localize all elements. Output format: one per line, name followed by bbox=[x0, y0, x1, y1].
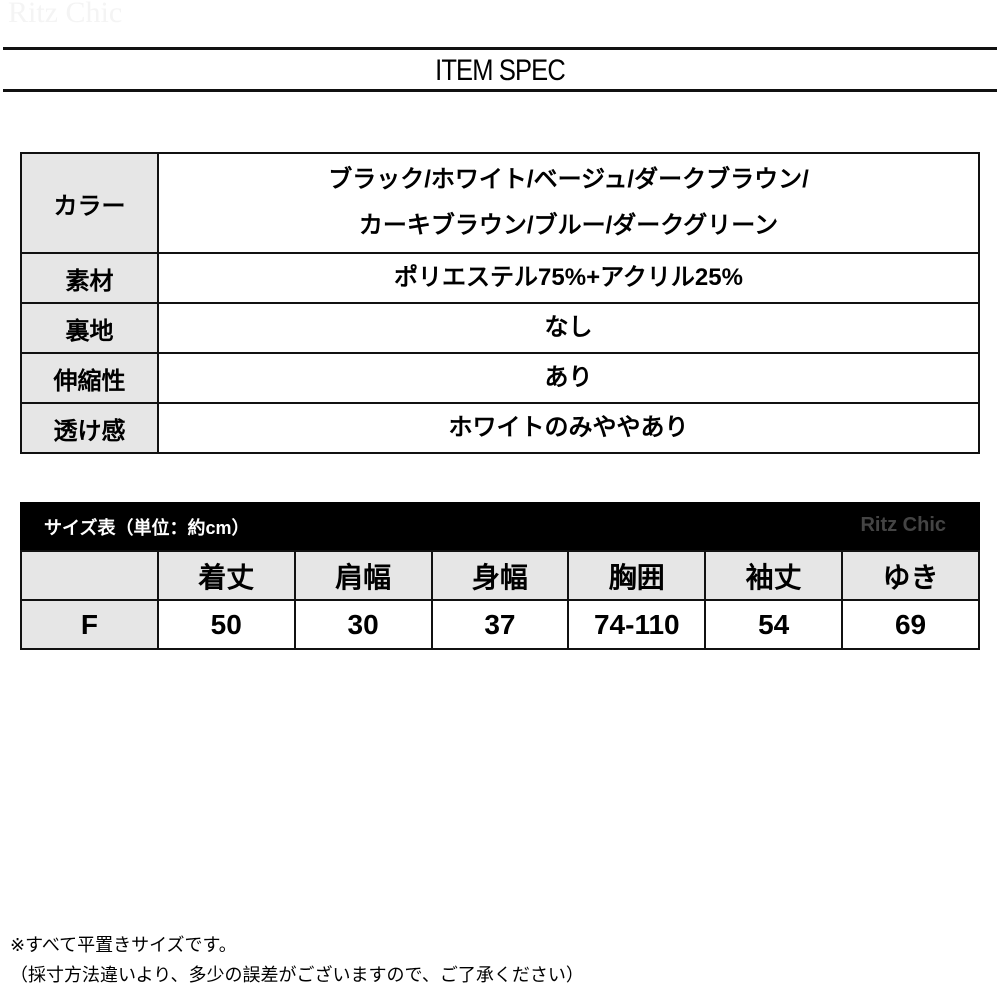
watermark: Ritz Chic bbox=[8, 0, 123, 29]
size-cell: 74-110 bbox=[567, 599, 707, 650]
spec-value: ブラック/ホワイト/ベージュ/ダークブラウン/ bbox=[328, 166, 809, 193]
spec-value: なし bbox=[157, 302, 980, 354]
size-header-row: 着丈 肩幅 身幅 胸囲 袖丈 ゆき bbox=[20, 550, 980, 601]
size-table-header: サイズ表（単位：約cm） Ritz Chic bbox=[20, 502, 980, 550]
spec-row: 透け感 ホワイトのみややあり bbox=[20, 402, 980, 454]
note: ※すべて平置きサイズです。 bbox=[10, 935, 237, 955]
page-title: ITEM SPEC bbox=[435, 54, 566, 87]
spec-row: 伸縮性 あり bbox=[20, 352, 980, 404]
spec-row-color: カラー ブラック/ホワイト/ベージュ/ダークブラウン/カーキブラウン/ブルー/ダー… bbox=[20, 152, 980, 254]
spec-value: ポリエステル75%+アクリル25% bbox=[157, 252, 980, 304]
spec-label: 裏地 bbox=[20, 302, 159, 354]
spec-label: 伸縮性 bbox=[20, 352, 159, 404]
spec-row: 素材 ポリエステル75%+アクリル25% bbox=[20, 252, 980, 304]
size-header: 着丈 bbox=[156, 550, 296, 601]
size-cell: F bbox=[20, 599, 159, 650]
spec-value: カーキブラウン/ブルー/ダークグリーン bbox=[358, 212, 779, 239]
size-cell: 37 bbox=[430, 599, 570, 650]
size-header bbox=[20, 550, 159, 601]
spec-value: ホワイトのみややあり bbox=[157, 402, 980, 454]
spec-row: 裏地 なし bbox=[20, 302, 980, 354]
size-table: 着丈 肩幅 身幅 胸囲 袖丈 ゆき F 50 30 37 74-110 54 6… bbox=[20, 550, 980, 650]
size-header: 肩幅 bbox=[293, 550, 433, 601]
size-header: ゆき bbox=[841, 550, 980, 601]
size-row: F 50 30 37 74-110 54 69 bbox=[20, 599, 980, 650]
spec-label: カラー bbox=[20, 152, 159, 254]
spec-table: カラー ブラック/ホワイト/ベージュ/ダークブラウン/カーキブラウン/ブルー/ダー… bbox=[20, 152, 980, 454]
size-cell: 30 bbox=[293, 599, 433, 650]
size-header: 袖丈 bbox=[704, 550, 844, 601]
size-table-title: サイズ表（単位：約cm） bbox=[44, 518, 250, 538]
brand-watermark: Ritz Chic bbox=[860, 514, 946, 536]
size-header: 胸囲 bbox=[567, 550, 707, 601]
spec-label: 素材 bbox=[20, 252, 159, 304]
size-cell: 50 bbox=[156, 599, 296, 650]
size-header: 身幅 bbox=[430, 550, 570, 601]
size-cell: 69 bbox=[841, 599, 980, 650]
size-cell: 54 bbox=[704, 599, 844, 650]
divider bbox=[3, 47, 997, 50]
spec-value: あり bbox=[157, 352, 980, 404]
divider bbox=[3, 89, 997, 92]
note: （採寸方法違いより、多少の誤差がございますので、ご了承ください） bbox=[10, 965, 584, 985]
spec-label: 透け感 bbox=[20, 402, 159, 454]
